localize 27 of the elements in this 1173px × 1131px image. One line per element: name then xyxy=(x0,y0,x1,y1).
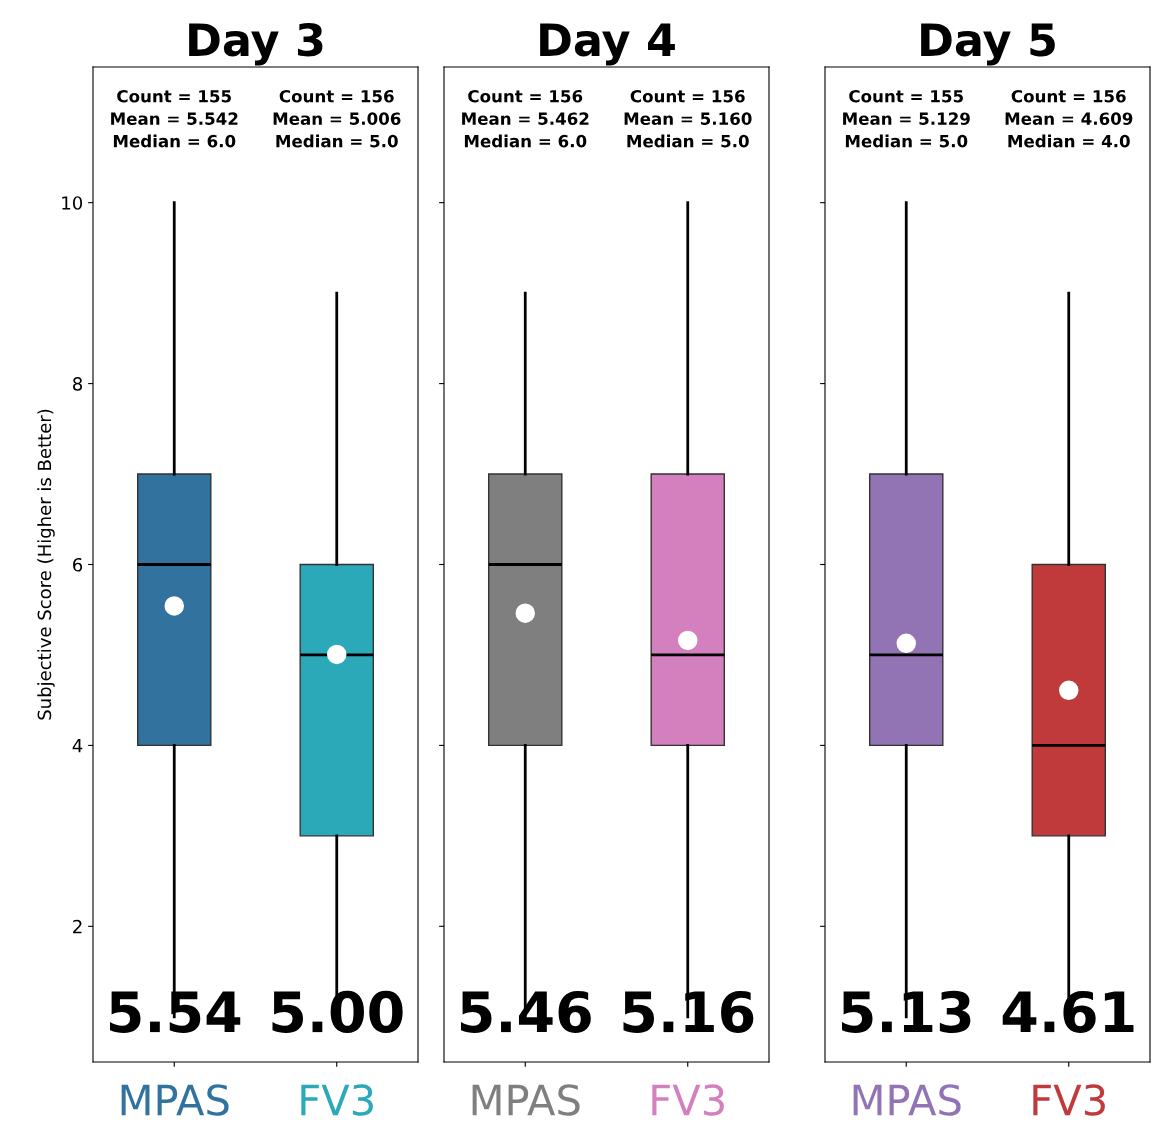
x-tick-label: FV3 xyxy=(652,1084,724,1116)
chart-title: Day 5 xyxy=(921,23,1055,66)
y-axis-title: Subjective Score (Higher is Better) xyxy=(37,409,55,720)
annotation: 4.61 xyxy=(1002,990,1134,1033)
x-tick-label: MPAS xyxy=(121,1084,229,1116)
chart-title: Day 3 xyxy=(189,22,323,66)
annotation: Count = 155 Mean = 5.129 Median = 5.0 xyxy=(843,89,970,148)
y-tick-label: 8 xyxy=(73,377,83,391)
y-tick-label: 10 xyxy=(62,196,83,210)
annotation: Count = 156 Mean = 4.609 Median = 4.0 xyxy=(1005,89,1133,148)
annotation: 5.13 xyxy=(842,990,971,1033)
y-tick-label: 4 xyxy=(72,739,83,753)
annotation: 5.46 xyxy=(461,990,591,1033)
y-tick-label: 2 xyxy=(73,919,82,934)
annotation: Count = 156 Mean = 5.160 Median = 5.0 xyxy=(624,89,752,148)
chart-title: Day 4 xyxy=(540,23,675,66)
x-tick-label: FV3 xyxy=(301,1084,373,1116)
annotation: 5.00 xyxy=(272,990,403,1033)
x-tick-label: FV3 xyxy=(1033,1084,1105,1116)
annotation: Count = 155 Mean = 5.542 Median = 6.0 xyxy=(111,89,238,148)
x-tick-label: MPAS xyxy=(853,1084,961,1116)
annotation: Count = 156 Mean = 5.006 Median = 5.0 xyxy=(273,89,401,148)
annotation: 5.54 xyxy=(110,991,241,1033)
annotation: 5.16 xyxy=(623,990,754,1033)
x-tick-label: MPAS xyxy=(472,1084,580,1116)
annotation: Count = 156 Mean = 5.462 Median = 6.0 xyxy=(462,89,589,148)
y-tick-label: 6 xyxy=(73,557,83,572)
